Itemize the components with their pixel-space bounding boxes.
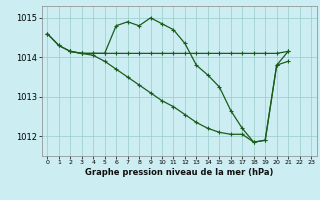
X-axis label: Graphe pression niveau de la mer (hPa): Graphe pression niveau de la mer (hPa) — [85, 168, 273, 177]
